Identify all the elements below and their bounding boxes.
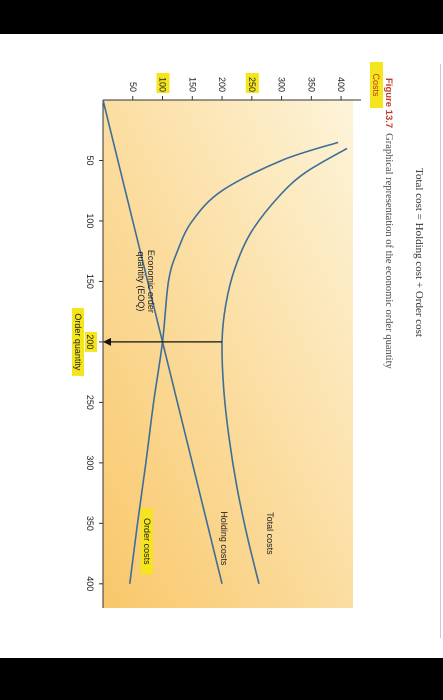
order-costs-label-highlight xyxy=(140,508,153,575)
total-costs-label: Total costs xyxy=(265,512,275,555)
x-axis-label-highlight xyxy=(72,307,84,376)
y-tick-highlight-100 xyxy=(156,73,170,93)
x-tick-label-400: 400 xyxy=(85,576,95,591)
y-axis-label: Costs xyxy=(371,73,381,97)
x-tick-label-350: 350 xyxy=(85,516,95,531)
x-tick-highlight-200 xyxy=(85,331,97,352)
total-costs-line xyxy=(221,147,348,585)
eoq-label-line-2: quantity (EOQ) xyxy=(136,251,146,311)
bottom-black-bar xyxy=(0,658,443,700)
plot-background xyxy=(103,100,353,608)
top-black-bar xyxy=(0,0,443,34)
y-tick-label-50: 50 xyxy=(128,82,138,92)
y-tick-label-350: 350 xyxy=(306,77,316,92)
y-tick-label-200: 200 xyxy=(217,77,227,92)
y-tick-label-150: 150 xyxy=(187,77,197,92)
y-tick-label-250: 250 xyxy=(247,77,257,92)
eoq-label-line-1: Economic order xyxy=(146,250,156,313)
x-tick-label-150: 150 xyxy=(85,274,95,289)
y-tick-label-400: 400 xyxy=(336,77,346,92)
eoq-arrow-head xyxy=(103,337,111,346)
x-tick-label-100: 100 xyxy=(85,213,95,228)
y-tick-highlight-250 xyxy=(245,73,259,93)
x-axis-label: Order quantity xyxy=(73,313,83,371)
x-tick-label-250: 250 xyxy=(85,395,95,410)
order-costs-line xyxy=(128,141,339,584)
y-tick-label-100: 100 xyxy=(158,77,168,92)
x-tick-label-50: 50 xyxy=(85,155,95,165)
y-tick-label-300: 300 xyxy=(277,77,287,92)
order-costs-label: Order costs xyxy=(142,518,152,565)
x-tick-label-200: 200 xyxy=(85,334,95,349)
y-axis-label-highlight xyxy=(370,62,383,108)
holding-costs-label: Holding costs xyxy=(219,511,229,566)
x-tick-label-300: 300 xyxy=(85,455,95,470)
